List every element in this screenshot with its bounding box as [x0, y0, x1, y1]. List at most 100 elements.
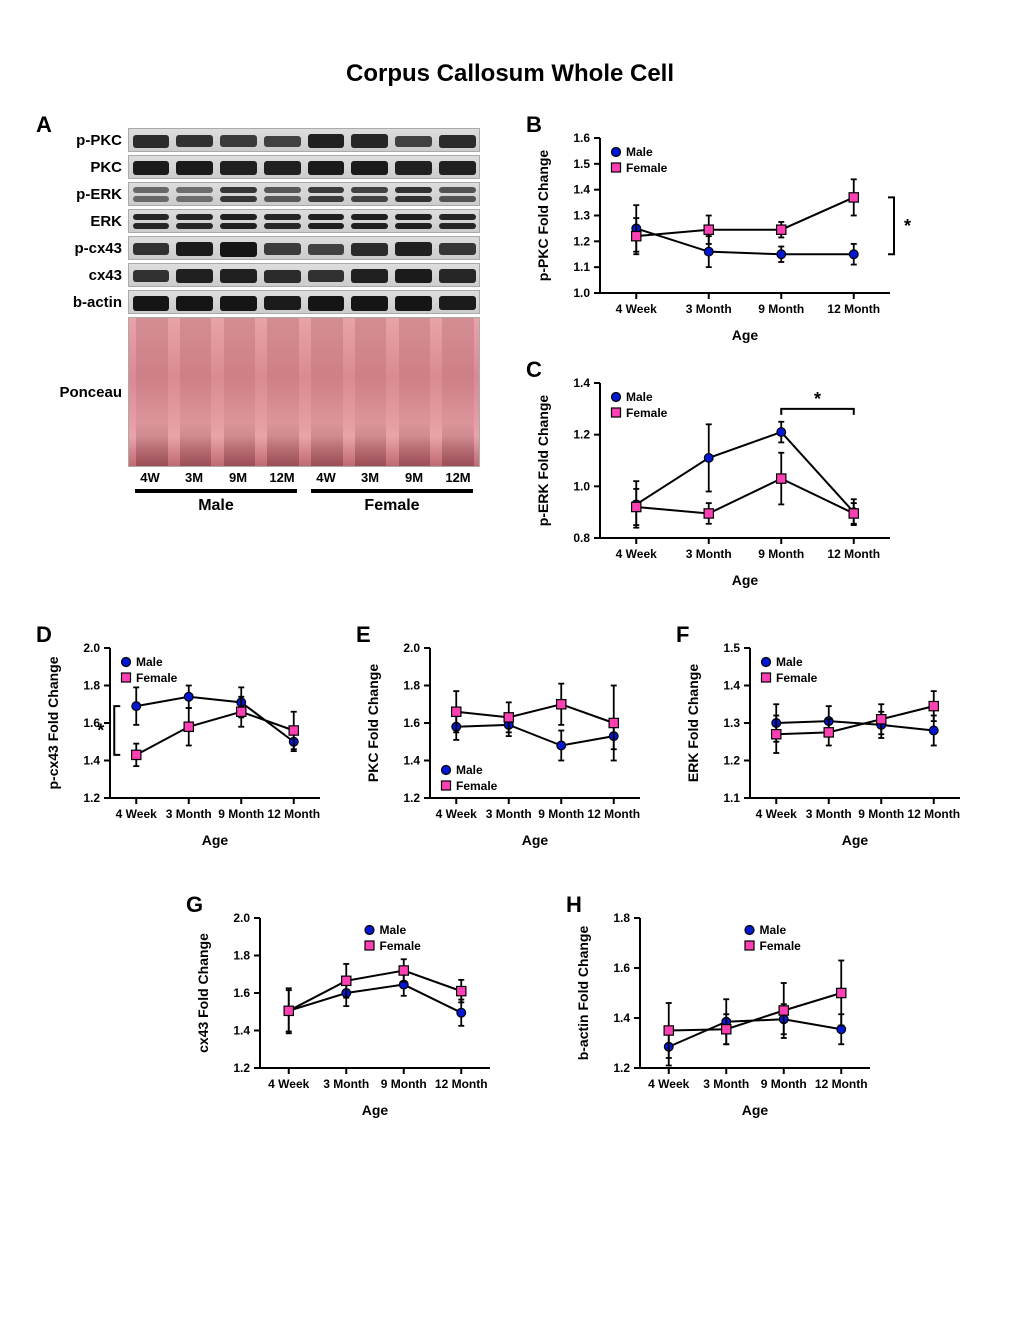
svg-text:4 Week: 4 Week — [616, 302, 657, 316]
panel-D: D1.21.41.61.82.04 Week3 Month9 Month12 M… — [40, 628, 340, 853]
svg-text:Male: Male — [776, 655, 803, 669]
chart-E: 1.21.41.61.82.04 Week3 Month9 Month12 Mo… — [360, 628, 660, 853]
svg-text:1.1: 1.1 — [573, 260, 590, 274]
svg-text:9 Month: 9 Month — [858, 807, 904, 821]
blot-strip — [128, 155, 480, 179]
lane-label: 9M — [392, 470, 436, 485]
svg-text:12 Month: 12 Month — [827, 547, 880, 561]
svg-text:1.4: 1.4 — [83, 754, 100, 768]
figure-grid: A p-PKCPKCp-ERKERKp-cx43cx43b-actinPonce… — [40, 118, 980, 1298]
svg-text:1.4: 1.4 — [723, 679, 740, 693]
panel-H-letter: H — [566, 892, 582, 918]
lane-labels: 4W3M9M12M4W3M9M12M — [128, 470, 480, 485]
panel-F-letter: F — [676, 622, 689, 648]
sex-label: Male — [198, 497, 234, 514]
svg-text:12 Month: 12 Month — [267, 807, 320, 821]
blot-row-p-ERK: p-ERK — [50, 182, 480, 206]
svg-text:Female: Female — [760, 939, 802, 953]
lane-label: 12M — [436, 470, 480, 485]
svg-text:1.2: 1.2 — [233, 1061, 250, 1075]
lane-label: 12M — [260, 470, 304, 485]
blot-row-p-PKC: p-PKC — [50, 128, 480, 152]
svg-text:1.4: 1.4 — [613, 1011, 630, 1025]
svg-text:Male: Male — [136, 655, 163, 669]
lane-label: 3M — [348, 470, 392, 485]
panel-D-letter: D — [36, 622, 52, 648]
svg-text:1.6: 1.6 — [613, 961, 630, 975]
ponceau-strip — [128, 317, 480, 467]
svg-text:4 Week: 4 Week — [268, 1077, 309, 1091]
blot-strip — [128, 236, 480, 260]
svg-text:3 Month: 3 Month — [166, 807, 212, 821]
svg-text:4 Week: 4 Week — [616, 547, 657, 561]
svg-text:1.3: 1.3 — [723, 716, 740, 730]
svg-text:1.2: 1.2 — [723, 754, 740, 768]
svg-text:4 Week: 4 Week — [436, 807, 477, 821]
blot-strip — [128, 128, 480, 152]
chart-H: 1.21.41.61.84 Week3 Month9 Month12 Month… — [570, 898, 890, 1123]
svg-text:Male: Male — [380, 923, 407, 937]
svg-text:12 Month: 12 Month — [815, 1077, 868, 1091]
blot-strip — [128, 290, 480, 314]
svg-text:1.8: 1.8 — [613, 911, 630, 925]
svg-text:0.8: 0.8 — [573, 531, 590, 545]
svg-text:cx43 Fold Change: cx43 Fold Change — [195, 933, 211, 1053]
svg-text:p-cx43 Fold Change: p-cx43 Fold Change — [45, 656, 61, 789]
svg-text:Male: Male — [626, 145, 653, 159]
svg-text:4 Week: 4 Week — [116, 807, 157, 821]
svg-text:Age: Age — [522, 832, 549, 848]
svg-text:1.4: 1.4 — [403, 754, 420, 768]
svg-text:1.6: 1.6 — [573, 131, 590, 145]
sex-label: Female — [364, 497, 419, 514]
svg-text:9 Month: 9 Month — [758, 547, 804, 561]
svg-text:Female: Female — [380, 939, 422, 953]
ponceau-row: Ponceau — [50, 317, 480, 467]
svg-text:1.6: 1.6 — [403, 716, 420, 730]
svg-text:1.5: 1.5 — [573, 157, 590, 171]
blot-strip — [128, 209, 480, 233]
svg-text:1.8: 1.8 — [403, 679, 420, 693]
svg-text:1.4: 1.4 — [573, 183, 590, 197]
lane-label: 3M — [172, 470, 216, 485]
svg-text:ERK Fold Change: ERK Fold Change — [685, 664, 701, 782]
svg-text:1.2: 1.2 — [573, 428, 590, 442]
panel-A: A p-PKCPKCp-ERKERKp-cx43cx43b-actinPonce… — [40, 118, 480, 588]
blot-row-cx43: cx43 — [50, 263, 480, 287]
panel-F: F1.11.21.31.41.54 Week3 Month9 Month12 M… — [680, 628, 980, 853]
chart-B: 1.01.11.21.31.41.51.64 Week3 Month9 Mont… — [530, 118, 910, 348]
svg-text:12 Month: 12 Month — [587, 807, 640, 821]
svg-text:Age: Age — [362, 1102, 389, 1118]
chart-G: 1.21.41.61.82.04 Week3 Month9 Month12 Mo… — [190, 898, 510, 1123]
lane-label: 4W — [304, 470, 348, 485]
svg-text:*: * — [904, 216, 911, 236]
svg-text:12 Month: 12 Month — [907, 807, 960, 821]
lane-label: 4W — [128, 470, 172, 485]
blot-label: PKC — [50, 159, 128, 176]
sex-bar: Male — [128, 489, 304, 515]
svg-text:9 Month: 9 Month — [381, 1077, 427, 1091]
svg-text:1.5: 1.5 — [723, 641, 740, 655]
lane-label: 9M — [216, 470, 260, 485]
western-blot: p-PKC PKC p-ERK ERK p-cx43 cx43 b-actin Ponceau… — [50, 128, 480, 515]
ponceau-label: Ponceau — [50, 384, 128, 401]
svg-text:1.4: 1.4 — [573, 376, 590, 390]
svg-text:Female: Female — [776, 671, 818, 685]
svg-text:Male: Male — [760, 923, 787, 937]
svg-text:1.2: 1.2 — [613, 1061, 630, 1075]
svg-text:1.1: 1.1 — [723, 791, 740, 805]
svg-text:3 Month: 3 Month — [323, 1077, 369, 1091]
panel-C-letter: C — [526, 357, 542, 383]
svg-text:2.0: 2.0 — [233, 911, 250, 925]
svg-text:*: * — [814, 389, 821, 409]
sex-bar: Female — [304, 489, 480, 515]
svg-text:Female: Female — [456, 779, 498, 793]
svg-text:2.0: 2.0 — [83, 641, 100, 655]
blot-row-ERK: ERK — [50, 209, 480, 233]
svg-text:1.2: 1.2 — [403, 791, 420, 805]
svg-text:Female: Female — [626, 161, 668, 175]
blot-row-p-cx43: p-cx43 — [50, 236, 480, 260]
svg-text:3 Month: 3 Month — [703, 1077, 749, 1091]
blot-label: b-actin — [50, 294, 128, 311]
svg-text:3 Month: 3 Month — [806, 807, 852, 821]
panel-A-letter: A — [36, 112, 52, 138]
